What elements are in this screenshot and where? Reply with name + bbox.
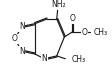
Text: O: O bbox=[81, 28, 87, 37]
Text: N: N bbox=[19, 22, 25, 31]
Text: O: O bbox=[69, 14, 75, 23]
Text: O: O bbox=[12, 34, 18, 43]
Text: NH₂: NH₂ bbox=[51, 0, 66, 9]
Text: N: N bbox=[42, 54, 47, 63]
Text: CH₃: CH₃ bbox=[72, 55, 86, 64]
Text: N: N bbox=[19, 47, 25, 56]
Text: CH₃: CH₃ bbox=[94, 28, 108, 37]
